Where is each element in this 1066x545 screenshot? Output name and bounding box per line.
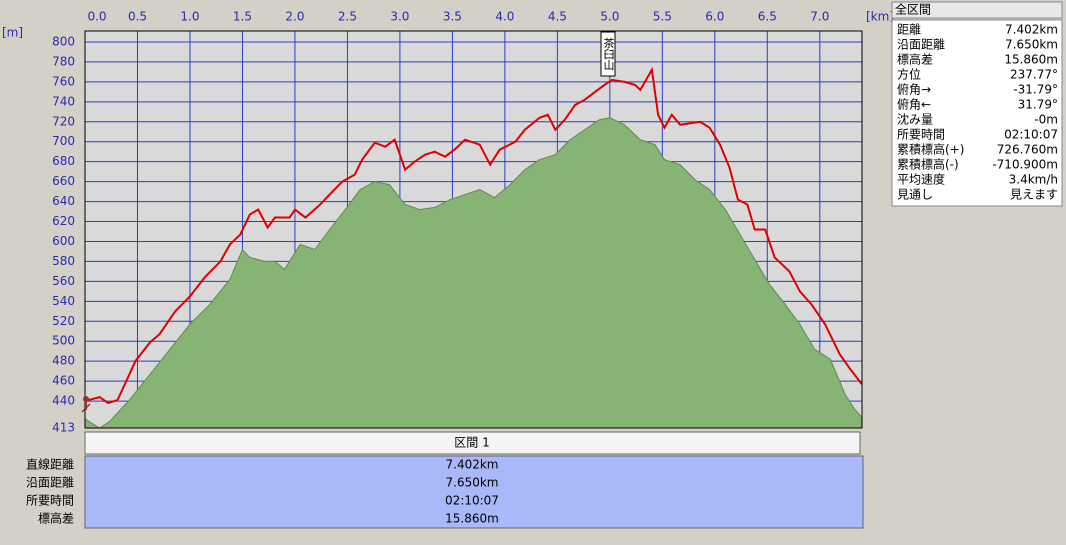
terrain-area <box>84 117 863 429</box>
row-label: 沿面距離 <box>26 476 74 490</box>
panel-value: 7.402km <box>1005 23 1058 37</box>
y-tick-label: 460 <box>52 374 75 388</box>
x-tick-label: 3.5 <box>443 10 462 24</box>
row-value: 15.860m <box>445 512 499 526</box>
panel-label: 距離 <box>897 23 921 37</box>
x-tick-label: 3.0 <box>390 10 409 24</box>
x-tick-label: 1.0 <box>180 10 199 24</box>
plot-border <box>84 30 863 429</box>
panel-label: 累積標高(+) <box>897 142 964 157</box>
panel-value: 見えます <box>1010 188 1058 202</box>
table-rows: 直線距離 7.402km 沿面距離 7.650km 所要時間 02:10:07 標高差 15.… <box>26 457 499 526</box>
table-header-text: 区間 1 <box>454 436 489 450</box>
x-axis-label: [km] <box>866 10 894 24</box>
x-tick-label: 4.0 <box>495 10 514 24</box>
panel-label: 平均速度 <box>897 172 945 187</box>
y-tick-label: 760 <box>52 74 75 88</box>
x-tick-label: 6.5 <box>758 10 777 24</box>
x-tick-label: 5.0 <box>600 10 619 24</box>
y-tick-label: 413 <box>52 421 75 435</box>
row-label: 直線距離 <box>26 457 74 472</box>
y-tick-label: 780 <box>52 54 75 68</box>
y-tick-label: 620 <box>52 214 75 228</box>
plot <box>84 31 863 429</box>
panel-value: 15.860m <box>1004 53 1058 67</box>
x-tick-label: 2.5 <box>338 10 357 24</box>
start-marker <box>81 396 91 413</box>
panel-value: 3.4km/h <box>1009 173 1058 187</box>
panel-label: 標高差 <box>897 52 933 67</box>
x-tick-label: 5.5 <box>653 10 672 24</box>
panel-title: 全区間 <box>895 2 931 17</box>
row-value: 02:10:07 <box>445 494 499 508</box>
row-label: 所要時間 <box>26 494 74 508</box>
x-tick-label: 7.0 <box>810 10 829 24</box>
y-tick-label: 640 <box>52 194 75 208</box>
y-tick-label: 600 <box>52 234 75 248</box>
x-tick-label: 2.0 <box>285 10 304 24</box>
panel-header <box>891 1 1063 19</box>
x-tick-label: 4.5 <box>548 10 567 24</box>
table-body <box>84 455 864 529</box>
y-tick-label: 800 <box>52 34 75 48</box>
y-tick-label: 740 <box>52 94 75 108</box>
row-value: 7.650km <box>446 476 499 490</box>
x-tick-label: 0.5 <box>128 10 147 24</box>
panel-label: 見通し <box>897 188 933 202</box>
panel-label: 俯角← <box>897 97 931 112</box>
panel-value: 02:10:07 <box>1004 128 1058 142</box>
series <box>84 66 863 429</box>
table-header <box>84 431 861 455</box>
route-line <box>84 66 863 405</box>
x-tick-label: 1.5 <box>233 10 252 24</box>
panel-value: 31.79° <box>1018 98 1058 112</box>
panel-label: 累積標高(-) <box>897 157 959 172</box>
panel-value: -31.79° <box>1013 83 1058 97</box>
y-tick-label: 560 <box>52 274 75 288</box>
panel-value: -0m <box>1034 113 1058 127</box>
panel-value: 7.650km <box>1005 38 1058 52</box>
panel-label: 沈み量 <box>897 112 933 127</box>
row-value: 7.402km <box>446 458 499 472</box>
panel-label: 俯角→ <box>897 82 931 97</box>
y-tick-label: 700 <box>52 134 75 148</box>
panel-label: 沿面距離 <box>897 38 945 52</box>
y-tick-label: 680 <box>52 154 75 168</box>
y-tick-label: 580 <box>52 254 75 268</box>
y-tick-label: 720 <box>52 114 75 128</box>
panel-rows: 距離 7.402km 沿面距離 7.650km 標高差 15.860m 方位 237.77° 俯… <box>897 23 1058 202</box>
y-tick-label: 540 <box>52 294 75 308</box>
annotation-box <box>600 31 616 77</box>
panel-label: 方位 <box>897 67 921 82</box>
panel-value: 237.77° <box>1010 68 1058 82</box>
y-tick-label: 500 <box>52 334 75 348</box>
y-tick-label: 480 <box>52 354 75 368</box>
panel-value: 726.760m <box>997 143 1058 157</box>
row-label: 標高差 <box>38 511 74 526</box>
peak-annotation: 茶臼山 <box>602 37 615 70</box>
x-tick-label: 6.0 <box>705 10 724 24</box>
panel-value: -710.900m <box>992 158 1058 172</box>
y-tick-label: 440 <box>52 394 75 408</box>
y-tick-label: 520 <box>52 314 75 328</box>
x-tick-label: 0.0 <box>87 10 106 24</box>
y-axis-label: [m] <box>2 26 23 40</box>
panel-list <box>891 19 1063 207</box>
panel-label: 所要時間 <box>897 128 945 142</box>
y-tick-label: 660 <box>52 174 75 188</box>
